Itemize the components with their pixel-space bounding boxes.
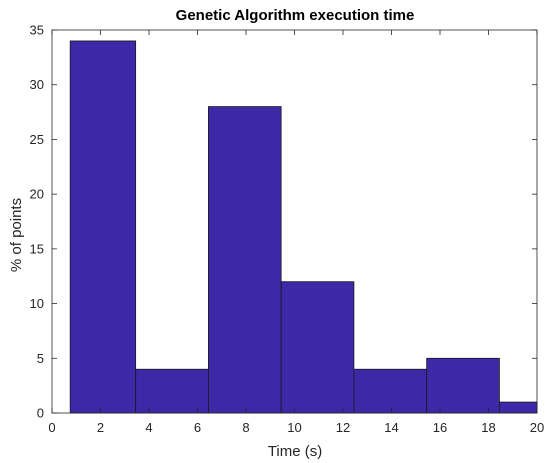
bars-group [69, 40, 538, 414]
x-tick-label-5: 10 [287, 420, 301, 435]
x-tick-label-3: 6 [194, 420, 201, 435]
y-tick-label-4: 20 [30, 187, 44, 202]
x-tick-label-7: 14 [384, 420, 398, 435]
x-tick-label-2: 4 [145, 420, 152, 435]
y-tick-label-3: 15 [30, 241, 44, 256]
x-tick-label-1: 2 [97, 420, 104, 435]
x-tick-label-9: 18 [481, 420, 495, 435]
x-axis-ticks: 0 2 4 6 8 10 12 14 16 18 20 [48, 30, 544, 435]
bar-4 [280, 281, 355, 414]
bar-1 [69, 40, 137, 414]
y-tick-label-6: 30 [30, 77, 44, 92]
bar-7 [499, 401, 538, 414]
x-tick-label-6: 12 [336, 420, 350, 435]
bar-5 [353, 368, 428, 414]
x-tick-label-0: 0 [48, 420, 55, 435]
x-tick-label-10: 20 [530, 420, 544, 435]
y-tick-label-1: 5 [37, 351, 44, 366]
bar-3 [208, 106, 282, 414]
x-tick-label-4: 8 [242, 420, 249, 435]
y-axis-ticks: 0 5 10 15 20 25 30 35 [30, 23, 537, 421]
x-axis-label: Time (s) [268, 443, 322, 460]
x-tick-label-8: 16 [433, 420, 447, 435]
chart-title: Genetic Algorithm execution time [176, 7, 415, 24]
bar-6 [426, 357, 500, 414]
y-tick-label-7: 35 [30, 23, 44, 38]
bar-2 [135, 368, 209, 414]
y-axis-label: % of points [8, 198, 25, 272]
y-tick-label-2: 10 [30, 296, 44, 311]
y-tick-label-0: 0 [37, 406, 44, 421]
y-tick-label-5: 25 [30, 132, 44, 147]
